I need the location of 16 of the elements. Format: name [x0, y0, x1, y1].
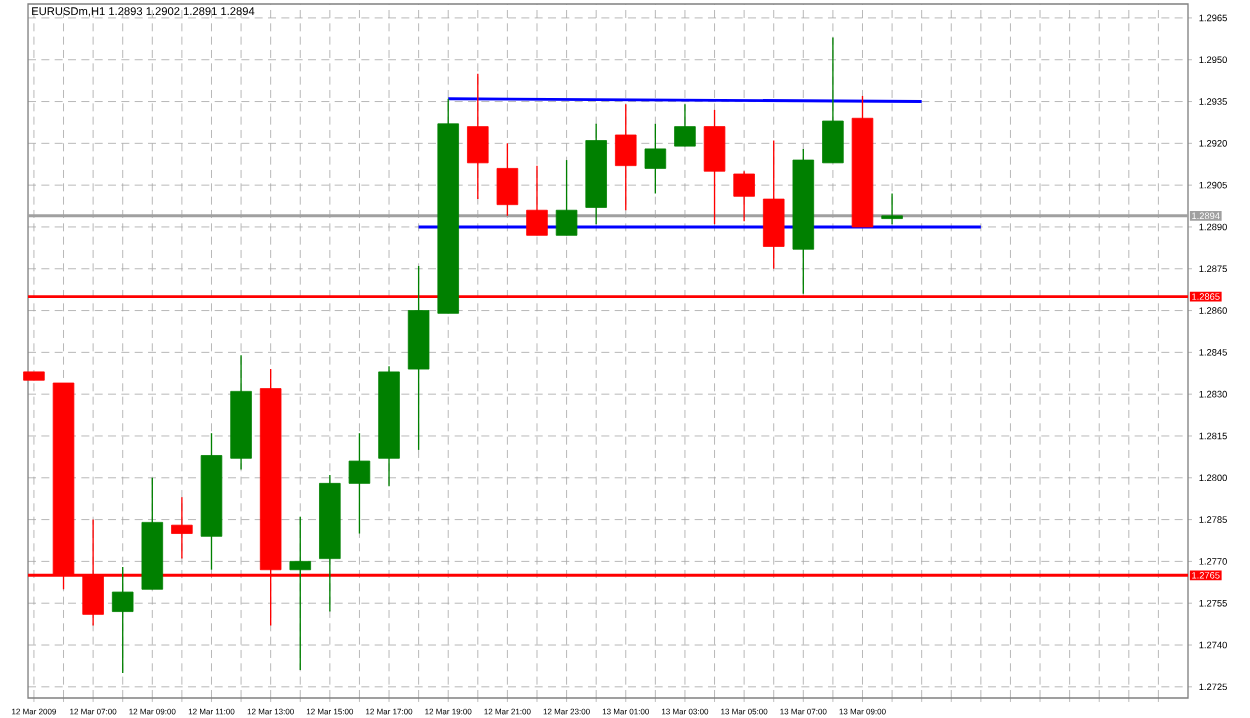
- candlestick: [526, 164, 548, 236]
- candlestick: [615, 103, 637, 211]
- candlestick: [496, 142, 519, 217]
- candlestick: [289, 516, 312, 671]
- candlestick: [467, 72, 489, 200]
- candlestick: [674, 103, 696, 147]
- candlestick: [555, 159, 578, 236]
- candlestick: [762, 139, 785, 270]
- candlestick: [881, 192, 903, 225]
- candlestick: [111, 566, 134, 674]
- candlestick: [644, 123, 667, 195]
- candlestick: [171, 496, 193, 560]
- candlestick: [733, 170, 755, 223]
- candlestick: [822, 36, 844, 164]
- candlestick: [703, 109, 726, 225]
- candlestick: [348, 432, 371, 535]
